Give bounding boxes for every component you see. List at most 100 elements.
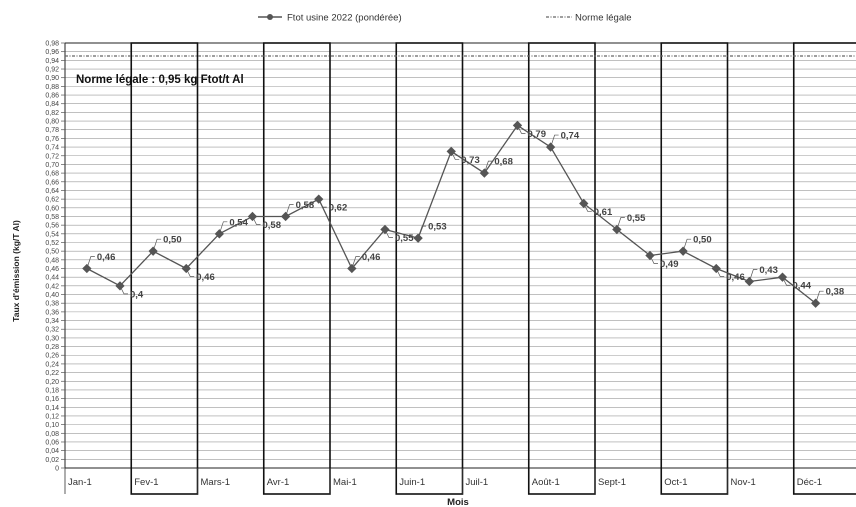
data-label: 0,50 <box>163 235 182 246</box>
y-tick-label: 0,64 <box>45 188 59 195</box>
data-label-leader <box>649 255 658 264</box>
data-label: 0,44 <box>792 281 811 292</box>
y-tick-label: 0,96 <box>45 49 59 56</box>
y-tick-label: 0,16 <box>45 396 59 403</box>
y-tick-label: 0,46 <box>45 266 59 273</box>
y-tick-label: 0,80 <box>45 119 59 126</box>
month-band <box>262 42 331 495</box>
y-tick-label: 0,38 <box>45 301 59 308</box>
y-tick-label: 0,76 <box>45 136 59 143</box>
month-band <box>395 42 464 495</box>
data-label-leader <box>749 269 758 282</box>
data-label: 0,43 <box>759 265 778 276</box>
data-label: 0,55 <box>395 233 414 244</box>
data-label-leader <box>351 256 360 269</box>
x-tick-label: Jan-1 <box>68 477 92 488</box>
data-label: 0,4 <box>130 289 144 300</box>
y-tick-label: 0,66 <box>45 179 59 186</box>
y-tick-label: 0,28 <box>45 344 59 351</box>
data-label-leader <box>616 217 625 230</box>
y-tick-label: 0,98 <box>45 41 59 48</box>
y-tick-label: 0,34 <box>45 318 59 325</box>
x-tick-label: Mai-1 <box>333 477 357 488</box>
data-label: 0,38 <box>826 287 845 298</box>
data-label: 0,62 <box>329 203 348 214</box>
y-tick-label: 0,08 <box>45 431 59 438</box>
data-label: 0,74 <box>561 131 580 142</box>
data-point <box>181 263 191 274</box>
data-label-leader <box>583 203 592 212</box>
data-point <box>347 263 357 274</box>
data-label-leader <box>384 229 393 238</box>
x-tick-label: Fev-1 <box>134 477 158 488</box>
data-label: 0,54 <box>229 217 248 228</box>
y-tick-label: 0,52 <box>45 240 59 247</box>
y-tick-label: 0,88 <box>45 84 59 91</box>
data-label-leader <box>119 285 128 295</box>
data-label-leader <box>417 225 427 239</box>
x-axis-ticks: Jan-1 Fev-1 Mars-1 Avr-1 Mai-1 Juin-1 Juil-1 Ao… <box>68 477 822 488</box>
y-tick-label: 0,72 <box>45 153 59 160</box>
y-tick-label: 0,14 <box>45 405 59 412</box>
legend-series-label: Ftot usine 2022 (pondérée) <box>287 13 402 24</box>
norm-annotation: Norme légale : 0,95 kg Ftot/t Al <box>76 74 244 86</box>
month-bands <box>64 42 856 495</box>
data-label: 0,68 <box>494 157 513 168</box>
y-tick-label: 0 <box>55 466 59 473</box>
data-label-leader <box>517 125 526 134</box>
data-label: 0,73 <box>461 155 480 166</box>
data-label: 0,61 <box>594 207 613 218</box>
y-tick-label: 0,62 <box>45 197 59 204</box>
data-label-leader <box>318 198 327 208</box>
y-tick-label: 0,82 <box>45 110 59 117</box>
data-label: 0,46 <box>97 252 116 263</box>
y-tick-label: 0,06 <box>45 439 59 446</box>
x-tick-label: Juil-1 <box>466 477 489 488</box>
data-label-leader <box>86 256 95 269</box>
y-tick-label: 0,50 <box>45 249 59 256</box>
data-label-leader <box>550 134 559 148</box>
y-tick-label: 0,58 <box>45 214 59 221</box>
y-tick-label: 0,24 <box>45 361 59 368</box>
data-label-leader <box>450 151 460 160</box>
data-label-leader <box>682 238 692 252</box>
x-tick-label: Sept-1 <box>598 477 626 488</box>
y-tick-label: 0,36 <box>45 309 59 316</box>
y-tick-label: 0,92 <box>45 67 59 74</box>
data-label: 0,46 <box>196 272 215 283</box>
data-label-leader <box>252 216 261 225</box>
y-tick-label: 0,60 <box>45 205 59 212</box>
data-label: 0,46 <box>362 252 381 263</box>
data-label-leader <box>185 268 195 277</box>
x-tick-label: Juin-1 <box>399 477 425 488</box>
data-label: 0,79 <box>527 129 546 140</box>
y-tick-label: 0,68 <box>45 171 59 178</box>
y-tick-label: 0,70 <box>45 162 59 169</box>
y-tick-label: 0,86 <box>45 93 59 100</box>
month-band <box>130 42 199 495</box>
y-tick-label: 0,22 <box>45 370 59 377</box>
x-tick-label: Déc-1 <box>797 477 822 488</box>
data-label-layer: 0,46 0,4 0,50 0,46 0,54 0,58 0,58 0,62 0,46 0,55 0… <box>86 125 845 304</box>
y-axis-title: Taux d'émission (kg/T Al) <box>11 220 21 322</box>
y-tick-label: 0,42 <box>45 283 59 290</box>
month-band <box>792 42 856 495</box>
y-tick-label: 0,26 <box>45 353 59 360</box>
y-tick-label: 0,44 <box>45 275 59 282</box>
y-tick-label: 0,10 <box>45 422 59 429</box>
legend-norm-label: Norme légale <box>575 13 632 24</box>
y-tick-label: 0,20 <box>45 379 59 386</box>
y-tick-label: 0,84 <box>45 101 59 108</box>
data-label-leader <box>715 268 725 277</box>
data-label-leader <box>484 160 493 174</box>
month-band <box>660 42 729 495</box>
legend-series-marker <box>267 14 273 20</box>
y-tick-label: 0,48 <box>45 257 59 264</box>
y-tick-label: 0,74 <box>45 145 59 152</box>
data-label-leader <box>815 290 824 304</box>
legend: Ftot usine 2022 (pondérée) Norme légale <box>258 13 632 24</box>
data-label-leader <box>285 204 294 217</box>
x-tick-label: Avr-1 <box>267 477 290 488</box>
data-label-leader <box>219 221 228 234</box>
